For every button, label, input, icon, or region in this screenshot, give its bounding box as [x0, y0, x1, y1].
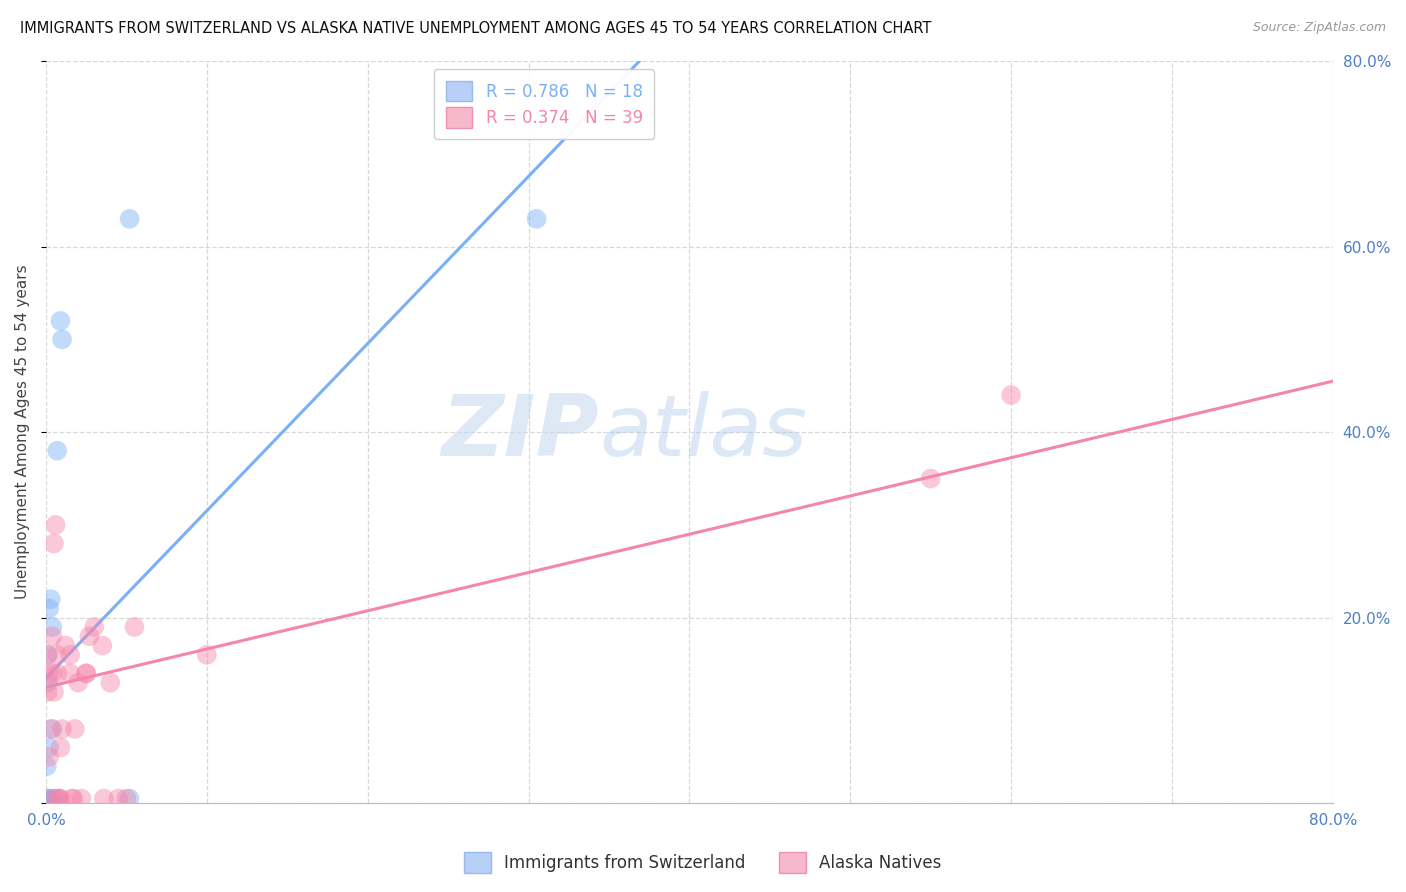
Point — [39, 592, 62, 607]
Point — [118, 211, 141, 226]
Point — [91, 639, 114, 653]
Point — [920, 472, 942, 486]
Point — [38, 749, 60, 764]
Text: ZIP: ZIP — [441, 391, 599, 474]
Point — [38, 601, 60, 615]
Point — [49, 314, 72, 328]
Point — [46, 648, 69, 662]
Point — [53, 639, 76, 653]
Point — [41, 620, 63, 634]
Point — [38, 740, 60, 755]
Point — [1000, 388, 1022, 402]
Point — [118, 791, 141, 805]
Point — [124, 620, 146, 634]
Point — [39, 791, 62, 805]
Point — [107, 791, 129, 805]
Point — [526, 211, 548, 226]
Point — [37, 675, 59, 690]
Point — [59, 666, 82, 681]
Point — [195, 648, 218, 662]
Point — [37, 648, 59, 662]
Point — [67, 675, 90, 690]
Point — [46, 666, 69, 681]
Point — [59, 648, 82, 662]
Point — [41, 666, 63, 681]
Point — [46, 443, 69, 458]
Point — [75, 666, 97, 681]
Point — [98, 675, 121, 690]
Point — [37, 791, 59, 805]
Y-axis label: Unemployment Among Ages 45 to 54 years: Unemployment Among Ages 45 to 54 years — [15, 265, 30, 599]
Point — [49, 740, 72, 755]
Point — [38, 666, 60, 681]
Point — [79, 629, 101, 643]
Legend: R = 0.786   N = 18, R = 0.374   N = 39: R = 0.786 N = 18, R = 0.374 N = 39 — [434, 70, 654, 139]
Point — [39, 722, 62, 736]
Legend: Immigrants from Switzerland, Alaska Natives: Immigrants from Switzerland, Alaska Nati… — [458, 846, 948, 880]
Point — [49, 791, 72, 805]
Point — [51, 722, 73, 736]
Point — [48, 791, 70, 805]
Text: atlas: atlas — [599, 391, 807, 474]
Point — [41, 629, 63, 643]
Point — [42, 791, 65, 805]
Point — [93, 791, 115, 805]
Point — [35, 759, 58, 773]
Point — [75, 666, 97, 681]
Point — [42, 536, 65, 550]
Point — [45, 791, 67, 805]
Point — [70, 791, 93, 805]
Point — [41, 722, 63, 736]
Point — [60, 791, 83, 805]
Point — [37, 648, 59, 662]
Point — [42, 685, 65, 699]
Point — [48, 791, 70, 805]
Point — [45, 517, 67, 532]
Point — [83, 620, 105, 634]
Point — [62, 791, 84, 805]
Point — [115, 791, 138, 805]
Text: IMMIGRANTS FROM SWITZERLAND VS ALASKA NATIVE UNEMPLOYMENT AMONG AGES 45 TO 54 YE: IMMIGRANTS FROM SWITZERLAND VS ALASKA NA… — [20, 21, 931, 37]
Point — [37, 791, 59, 805]
Point — [51, 333, 73, 347]
Point — [63, 722, 86, 736]
Point — [37, 685, 59, 699]
Text: Source: ZipAtlas.com: Source: ZipAtlas.com — [1253, 21, 1386, 35]
